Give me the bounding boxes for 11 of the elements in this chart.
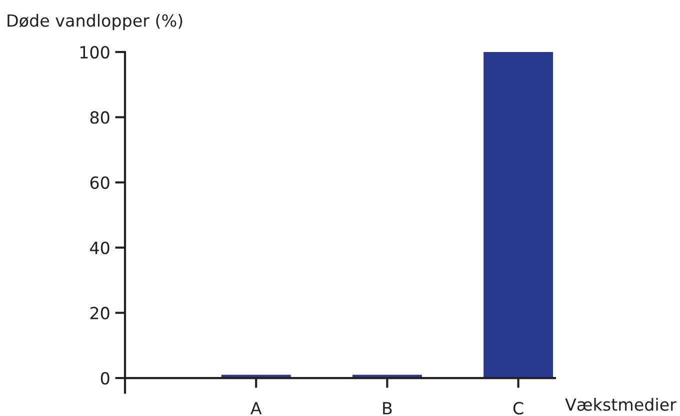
y-tick-label: 20 — [90, 306, 110, 320]
x-tick-label: C — [513, 402, 524, 415]
y-tick-label: 40 — [90, 242, 110, 254]
y-axis-title: Døde vandlopper (%) — [8, 14, 182, 30]
x-tick-label: B — [383, 402, 392, 414]
x-axis-title: Vækstmedier — [565, 398, 676, 411]
y-tick-label: 100 — [80, 46, 110, 59]
y-tick-label: 0 — [100, 372, 110, 385]
y-tick-label: 60 — [90, 176, 110, 189]
x-tick-label: A — [250, 402, 262, 414]
y-tick-label: 80 — [90, 111, 110, 124]
